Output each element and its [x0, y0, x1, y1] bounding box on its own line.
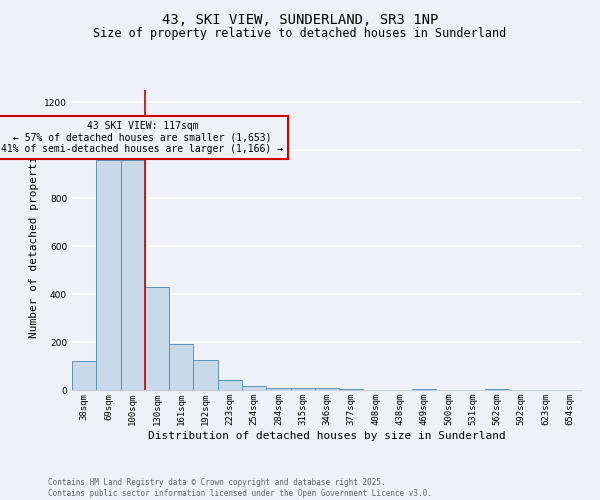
Bar [339, 389, 364, 390]
Text: 43, SKI VIEW, SUNDERLAND, SR3 1NP: 43, SKI VIEW, SUNDERLAND, SR3 1NP [162, 12, 438, 26]
Text: Size of property relative to detached houses in Sunderland: Size of property relative to detached ho… [94, 28, 506, 40]
Bar [485, 389, 509, 390]
Bar [96, 160, 121, 390]
Bar [315, 388, 339, 390]
Bar [218, 380, 242, 390]
Y-axis label: Number of detached properties: Number of detached properties [29, 142, 38, 338]
Text: Contains HM Land Registry data © Crown copyright and database right 2025.
Contai: Contains HM Land Registry data © Crown c… [48, 478, 432, 498]
Bar [412, 389, 436, 390]
Bar [242, 386, 266, 390]
Bar [145, 287, 169, 390]
X-axis label: Distribution of detached houses by size in Sunderland: Distribution of detached houses by size … [148, 430, 506, 440]
Bar [193, 360, 218, 390]
Bar [169, 344, 193, 390]
Bar [72, 361, 96, 390]
Bar [266, 388, 290, 390]
Bar [121, 160, 145, 390]
Text: 43 SKI VIEW: 117sqm
← 57% of detached houses are smaller (1,653)
41% of semi-det: 43 SKI VIEW: 117sqm ← 57% of detached ho… [1, 121, 283, 154]
Bar [290, 388, 315, 390]
